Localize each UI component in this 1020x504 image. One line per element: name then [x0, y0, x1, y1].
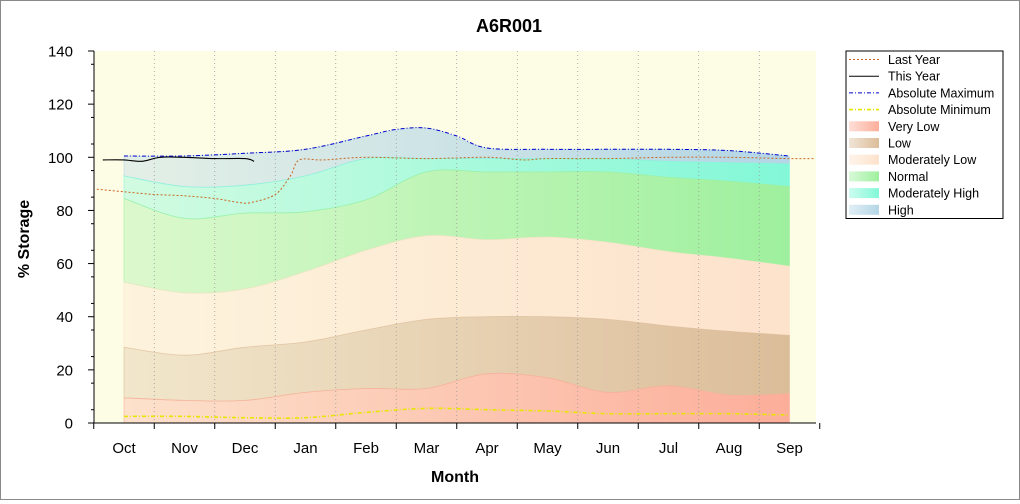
x-tick-label: Jan	[293, 440, 317, 457]
x-tick-label: Sep	[776, 440, 803, 457]
legend-swatch	[849, 121, 879, 132]
y-tick-label: 140	[48, 44, 73, 61]
legend-swatch	[849, 188, 879, 199]
legend: Last Year This Year Absolute Maximum Absolu…	[845, 50, 1004, 219]
y-tick-label: 20	[56, 362, 73, 379]
y-tick-label: 0	[65, 416, 73, 433]
x-tick-label: Jul	[659, 440, 678, 457]
legend-label: Very Low	[888, 120, 940, 134]
x-tick-label: Aug	[716, 440, 743, 457]
chart-title: A6R001	[476, 16, 542, 36]
legend-swatch	[849, 138, 879, 148]
x-tick-label: May	[533, 440, 562, 457]
y-tick-label: 80	[56, 203, 73, 220]
y-tick-label: 40	[56, 309, 73, 326]
x-tick-label: Jun	[596, 440, 620, 457]
legend-label: Absolute Minimum	[888, 103, 991, 117]
y-axis-label: % Storage	[16, 200, 33, 278]
x-tick-label: Feb	[353, 440, 379, 457]
absolute-maximum-line	[123, 127, 790, 157]
x-tick-label: Mar	[414, 440, 440, 457]
x-tick-label: Nov	[171, 440, 198, 457]
legend-label: High	[888, 203, 914, 217]
x-tick-label: Dec	[232, 440, 259, 457]
legend-label: Moderately Low	[888, 153, 977, 167]
legend-label: Low	[888, 137, 912, 151]
y-tick-label: 120	[48, 97, 73, 114]
legend-label: This Year	[888, 70, 940, 84]
x-tick-label: Apr	[475, 440, 498, 457]
last-year-line	[96, 156, 814, 204]
this-year-line	[102, 156, 255, 162]
x-tick-label: Oct	[112, 440, 136, 457]
legend-swatch	[849, 204, 879, 215]
legend-label: Moderately High	[888, 187, 979, 201]
x-axis-label: Month	[431, 469, 479, 486]
y-tick-label: 60	[56, 256, 73, 273]
legend-label: Last Year	[888, 53, 940, 67]
y-tick-label: 100	[48, 150, 73, 167]
legend-label: Absolute Maximum	[888, 86, 994, 100]
legend-swatch	[849, 171, 879, 182]
legend-label: Normal	[888, 170, 928, 184]
legend-swatch	[849, 154, 879, 165]
absolute-minimum-line	[123, 407, 790, 419]
